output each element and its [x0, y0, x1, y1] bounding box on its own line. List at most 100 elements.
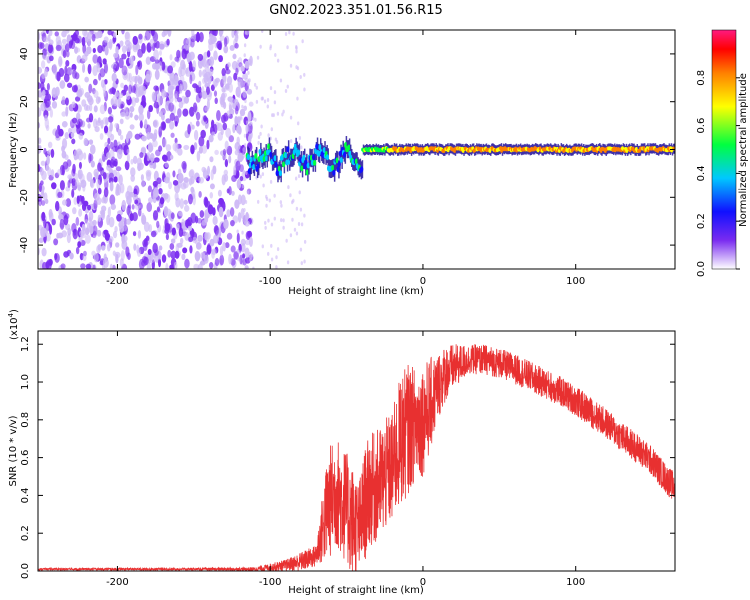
- noise-speck: [87, 123, 91, 129]
- noise-speck: [170, 132, 175, 138]
- noise-speck: [172, 170, 176, 178]
- noise-speck: [286, 84, 289, 89]
- noise-speck: [108, 38, 113, 50]
- noise-speck: [108, 216, 115, 228]
- noise-speck: [86, 46, 92, 55]
- noise-speck: [113, 31, 117, 38]
- tone-core: [325, 154, 330, 161]
- noise-speck: [123, 106, 129, 117]
- tone-core: [252, 163, 256, 170]
- noise-speck: [163, 206, 169, 217]
- noise-speck: [300, 222, 304, 227]
- tone-core: [258, 148, 262, 155]
- noise-speck: [103, 36, 109, 43]
- noise-speck: [162, 138, 167, 148]
- noise-speck: [188, 178, 195, 185]
- noise-speck: [228, 135, 234, 143]
- noise-speck: [59, 218, 65, 230]
- noise-speck: [213, 30, 218, 37]
- noise-speck: [92, 225, 98, 236]
- noise-speck: [275, 255, 278, 260]
- noise-speck: [121, 30, 125, 35]
- noise-speck: [243, 53, 246, 58]
- noise-speck: [73, 197, 78, 206]
- y-tick-label: 0.6: [20, 450, 31, 466]
- noise-speck: [102, 171, 107, 180]
- noise-speck: [244, 200, 248, 205]
- noise-speck: [94, 125, 100, 133]
- noise-speck: [222, 148, 227, 156]
- noise-speck: [236, 124, 242, 134]
- noise-speck: [255, 85, 258, 90]
- noise-speck: [230, 245, 236, 253]
- noise-speck: [198, 191, 202, 198]
- noise-speck: [297, 121, 300, 126]
- noise-speck: [171, 79, 177, 90]
- noise-speck: [74, 46, 79, 54]
- noise-speck: [198, 80, 202, 88]
- noise-speck: [77, 184, 82, 191]
- noise-speck: [107, 106, 113, 115]
- noise-speck: [245, 123, 249, 134]
- noise-speck: [61, 111, 67, 117]
- noise-speck: [78, 161, 82, 169]
- noise-speck: [293, 227, 297, 232]
- noise-speck: [174, 142, 179, 153]
- noise-speck: [92, 264, 96, 269]
- noise-speck: [246, 190, 250, 195]
- noise-speck: [167, 84, 174, 95]
- noise-speck: [59, 80, 66, 89]
- noise-speck: [120, 82, 124, 88]
- noise-speck: [246, 230, 253, 239]
- noise-speck: [88, 112, 94, 123]
- noise-speck: [180, 182, 187, 190]
- noise-speck: [141, 214, 147, 225]
- noise-speck: [38, 237, 44, 244]
- noise-speck: [181, 48, 187, 60]
- noise-speck: [279, 200, 283, 205]
- noise-speck: [70, 132, 75, 138]
- noise-speck: [88, 217, 92, 223]
- noise-speck: [179, 83, 183, 94]
- noise-speck: [186, 216, 193, 227]
- noise-speck: [46, 82, 50, 91]
- noise-speck: [174, 192, 179, 202]
- x-tick-label: -100: [259, 577, 282, 588]
- noise-speck: [250, 253, 254, 258]
- noise-speck: [202, 170, 209, 179]
- noise-speck: [119, 40, 124, 47]
- colorbar-tick-label: 0.4: [696, 165, 707, 181]
- noise-speck: [88, 152, 92, 164]
- noise-speck: [97, 244, 102, 251]
- noise-speck: [108, 172, 115, 181]
- noise-speck: [219, 254, 225, 266]
- noise-speck: [128, 57, 133, 64]
- noise-speck: [144, 118, 148, 129]
- noise-speck: [149, 132, 154, 139]
- snr-frame: [37, 330, 676, 572]
- noise-speck: [71, 85, 78, 93]
- noise-speck: [193, 129, 199, 141]
- snr-x-label: Height of straight line (km): [288, 585, 424, 596]
- noise-speck: [63, 73, 70, 83]
- noise-speck: [227, 62, 231, 68]
- noise-speck: [50, 169, 55, 177]
- noise-speck: [56, 71, 61, 82]
- noise-speck: [156, 103, 160, 115]
- y-tick-label: 20: [19, 95, 30, 108]
- noise-speck: [138, 85, 144, 96]
- noise-speck: [241, 104, 244, 109]
- noise-speck: [51, 100, 58, 109]
- noise-speck: [153, 49, 159, 61]
- tone-core: [311, 154, 316, 161]
- noise-speck: [55, 44, 62, 52]
- noise-speck: [176, 97, 183, 103]
- noise-speck: [72, 69, 77, 79]
- noise-speck: [130, 158, 134, 165]
- noise-speck: [71, 178, 76, 187]
- tone-core: [256, 163, 260, 170]
- spectrogram-y-label: Frequency (Hz): [8, 112, 19, 188]
- tone-core: [267, 143, 271, 150]
- noise-speck: [217, 189, 222, 197]
